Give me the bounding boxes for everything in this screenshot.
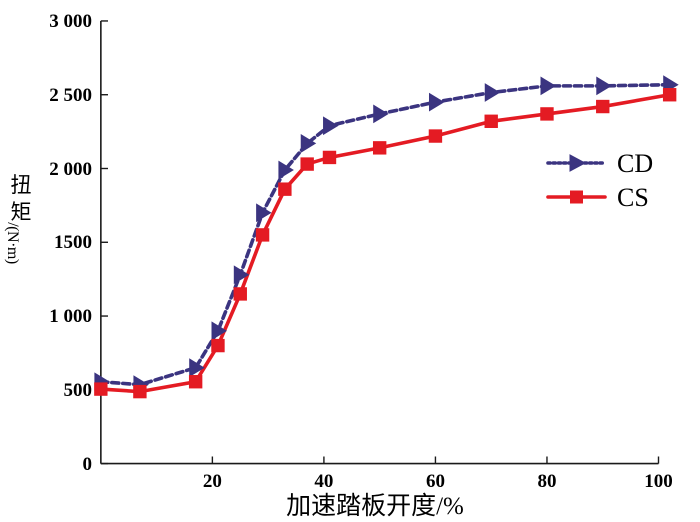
svg-text:2 000: 2 000 — [49, 159, 92, 180]
svg-text:CS: CS — [617, 183, 649, 212]
svg-text:CD: CD — [617, 149, 653, 178]
svg-text:0: 0 — [83, 454, 93, 475]
svg-text:20: 20 — [203, 471, 222, 492]
svg-text:2 500: 2 500 — [49, 85, 92, 106]
svg-text:80: 80 — [537, 471, 556, 492]
svg-text:100: 100 — [644, 471, 673, 492]
svg-text:3 000: 3 000 — [49, 11, 92, 32]
svg-text:1500: 1500 — [54, 232, 92, 253]
svg-text:1 000: 1 000 — [49, 306, 92, 327]
svg-text:500: 500 — [64, 380, 93, 401]
